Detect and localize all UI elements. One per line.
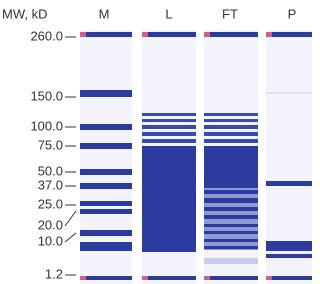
marker-labels: 260.0 150.0 100.0 75.0 50.037.0 25.0 20.010.0 1… — [30, 28, 76, 281]
marker-label: 260.0 — [30, 28, 63, 43]
marker-label: 20.0 — [38, 217, 63, 232]
marker-label: 100.0 — [30, 118, 63, 133]
lane-label: FT — [222, 6, 238, 21]
marker-label: 25.0 — [38, 196, 63, 211]
marker-label: 150.0 — [30, 88, 63, 103]
marker-label: 37.0 — [38, 177, 63, 192]
marker-label: 50.0 — [38, 163, 63, 178]
lane-label: M — [99, 6, 110, 21]
marker-tick — [65, 211, 76, 226]
marker-label: 1.2 — [45, 266, 63, 281]
marker-label: 75.0 — [38, 137, 63, 152]
lane-label: P — [288, 6, 297, 21]
mw-header: MW, kD — [2, 6, 48, 21]
marker-tick — [65, 233, 76, 242]
lane-label: L — [165, 6, 172, 21]
marker-label: 10.0 — [38, 233, 63, 248]
gel-figure: MW, kD M L FT P — [0, 0, 312, 284]
